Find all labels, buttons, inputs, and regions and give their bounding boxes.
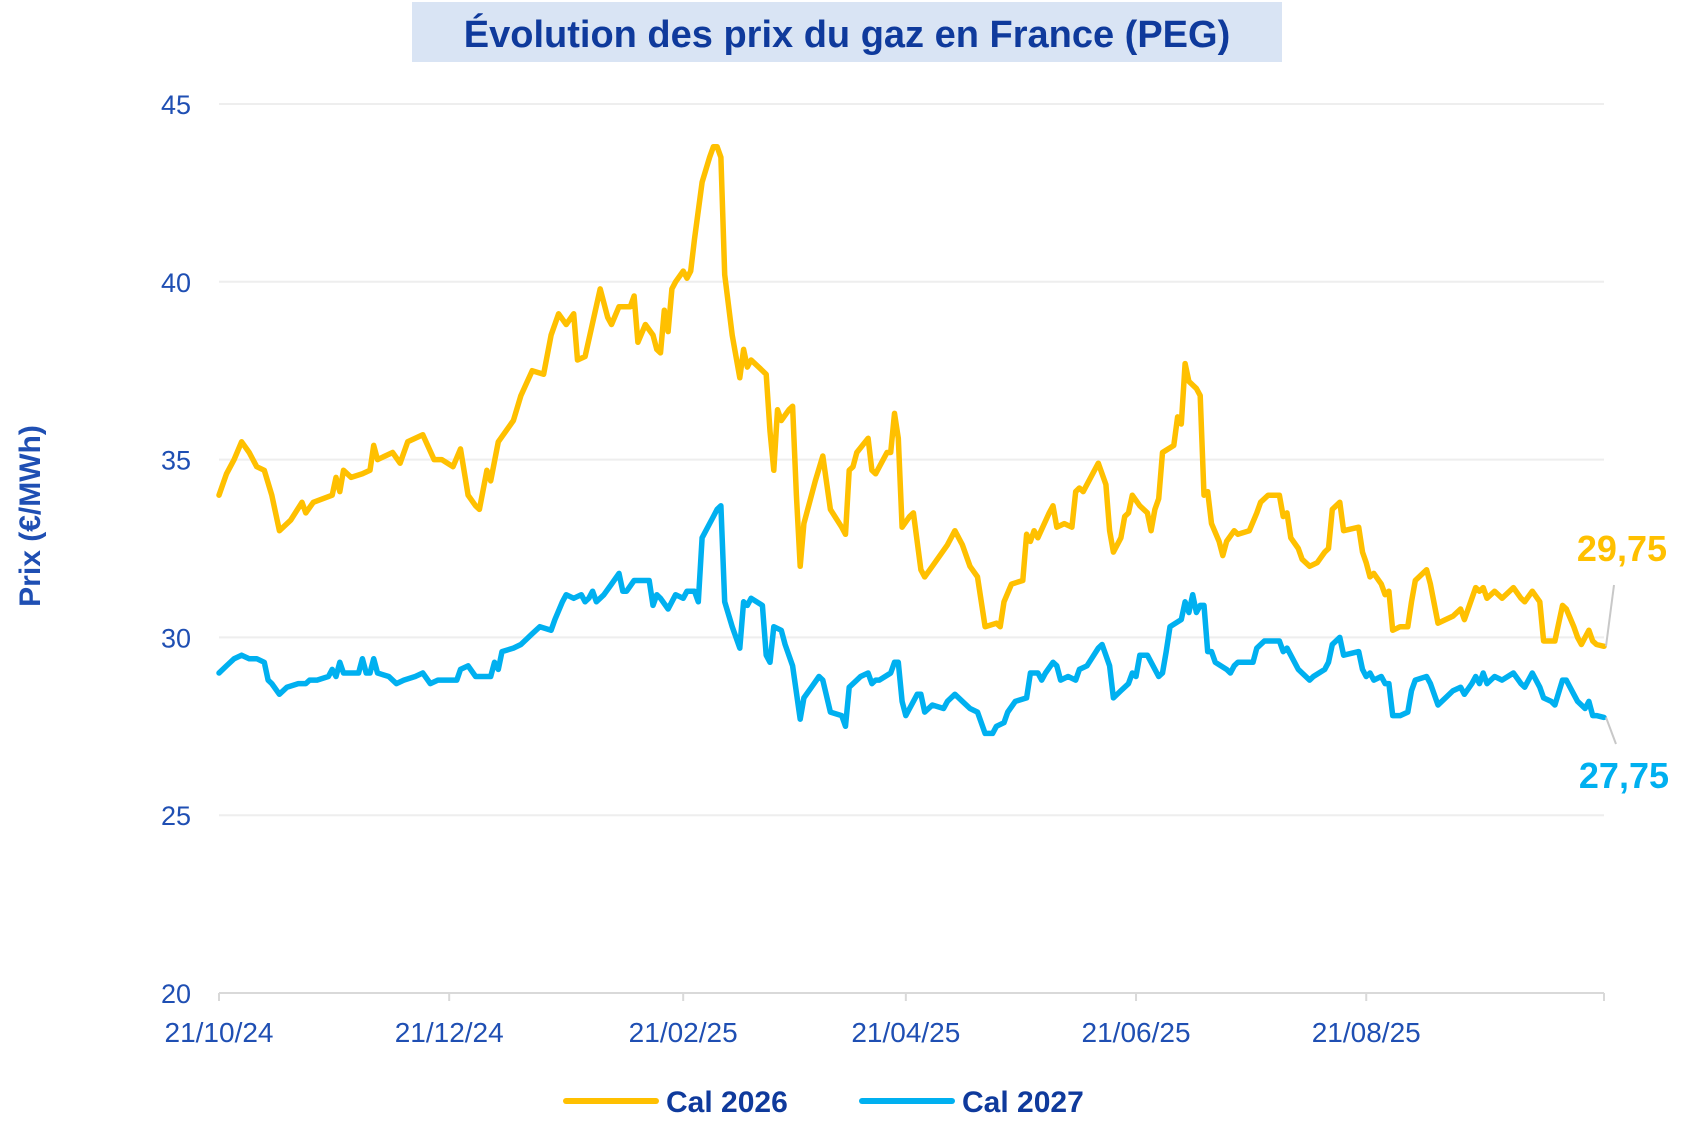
plot-area: 29,75 27,75 — [216, 143, 1669, 796]
x-tick-label: 21/08/25 — [1312, 1017, 1421, 1048]
x-tick-label: 21/02/25 — [629, 1017, 738, 1048]
y-tick-label: 45 — [161, 90, 191, 120]
end-label-leader-cal-2027 — [1605, 717, 1617, 745]
y-axis-label: Prix (€/MWh) — [14, 425, 47, 607]
legend: Cal 2026 Cal 2027 — [563, 1086, 1084, 1119]
y-tick-label: 30 — [161, 623, 191, 653]
legend-label-cal-2027: Cal 2027 — [962, 1086, 1084, 1119]
y-tick-label: 40 — [161, 268, 191, 298]
series-line-cal-2027 — [216, 503, 1607, 737]
x-tick-label: 21/10/24 — [165, 1017, 274, 1048]
grid-lines: 20 25 30 35 40 45 — [161, 90, 1604, 1009]
x-tick-label: 21/04/25 — [851, 1017, 960, 1048]
y-tick-label: 25 — [161, 801, 191, 831]
y-tick-label: 20 — [161, 979, 191, 1009]
legend-label-cal-2026: Cal 2026 — [666, 1086, 788, 1119]
title-text: Évolution des prix du gaz en France (PEG… — [464, 12, 1230, 56]
x-axis: 21/10/24 21/12/24 21/02/25 21/04/25 21/06/25… — [165, 993, 1605, 1048]
title-background — [412, 2, 1282, 62]
y-tick-label: 35 — [161, 446, 191, 476]
x-tick-label: 21/06/25 — [1082, 1017, 1191, 1048]
chart-title: Évolution des prix du gaz en France (PEG… — [412, 2, 1282, 62]
series-line-cal-2026 — [216, 143, 1607, 650]
end-label-cal-2026: 29,75 — [1577, 528, 1667, 569]
end-label-cal-2027: 27,75 — [1579, 755, 1669, 796]
x-tick-label: 21/12/24 — [395, 1017, 504, 1048]
end-label-leader-cal-2026 — [1605, 584, 1615, 647]
